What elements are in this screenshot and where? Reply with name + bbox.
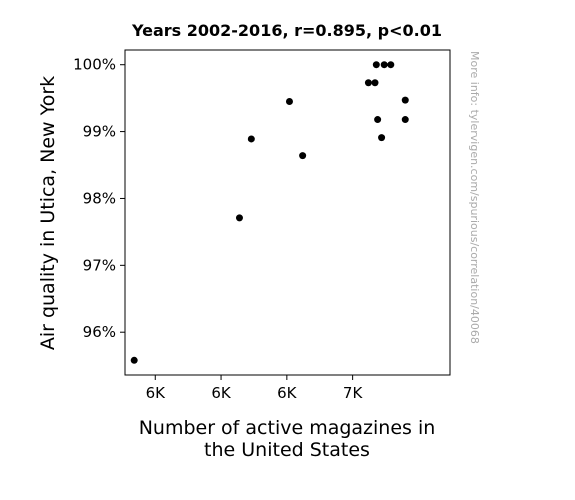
- x-axis-label-line-1: Number of active magazines in: [139, 417, 436, 439]
- y-tick-label: 97%: [83, 256, 116, 274]
- chart-title: Years 2002-2016, r=0.895, p<0.01: [131, 21, 442, 40]
- data-point: [374, 116, 382, 124]
- data-point: [299, 152, 307, 160]
- data-point: [378, 134, 386, 142]
- y-axis: 96% 97% 98% 99% 100%: [73, 56, 125, 341]
- source-note: More info: tylervigen.com/spurious/corre…: [468, 51, 481, 344]
- data-point: [371, 79, 379, 87]
- x-axis: 6K 6K 6K 7K: [146, 375, 364, 402]
- data-points: [130, 61, 409, 364]
- data-point: [285, 97, 293, 105]
- y-tick-label: 96%: [83, 323, 116, 341]
- x-axis-label-line-2: the United States: [204, 439, 370, 461]
- plot-area-frame: [124, 49, 451, 376]
- x-tick-label: 7K: [343, 384, 364, 402]
- data-point: [130, 356, 138, 364]
- data-point: [387, 61, 395, 69]
- y-axis-label: Air quality in Utica, New York: [37, 76, 59, 350]
- x-tick-label: 6K: [211, 384, 232, 402]
- y-tick-label: 100%: [73, 56, 116, 74]
- data-point: [372, 61, 380, 69]
- y-tick-label: 99%: [83, 123, 116, 141]
- x-tick-label: 6K: [146, 384, 167, 402]
- data-point: [235, 214, 243, 222]
- data-point: [401, 96, 409, 104]
- data-point: [364, 79, 372, 87]
- data-point: [247, 135, 255, 143]
- y-tick-label: 98%: [83, 189, 116, 207]
- x-tick-label: 6K: [277, 384, 298, 402]
- data-point: [401, 116, 409, 124]
- data-point: [380, 61, 388, 69]
